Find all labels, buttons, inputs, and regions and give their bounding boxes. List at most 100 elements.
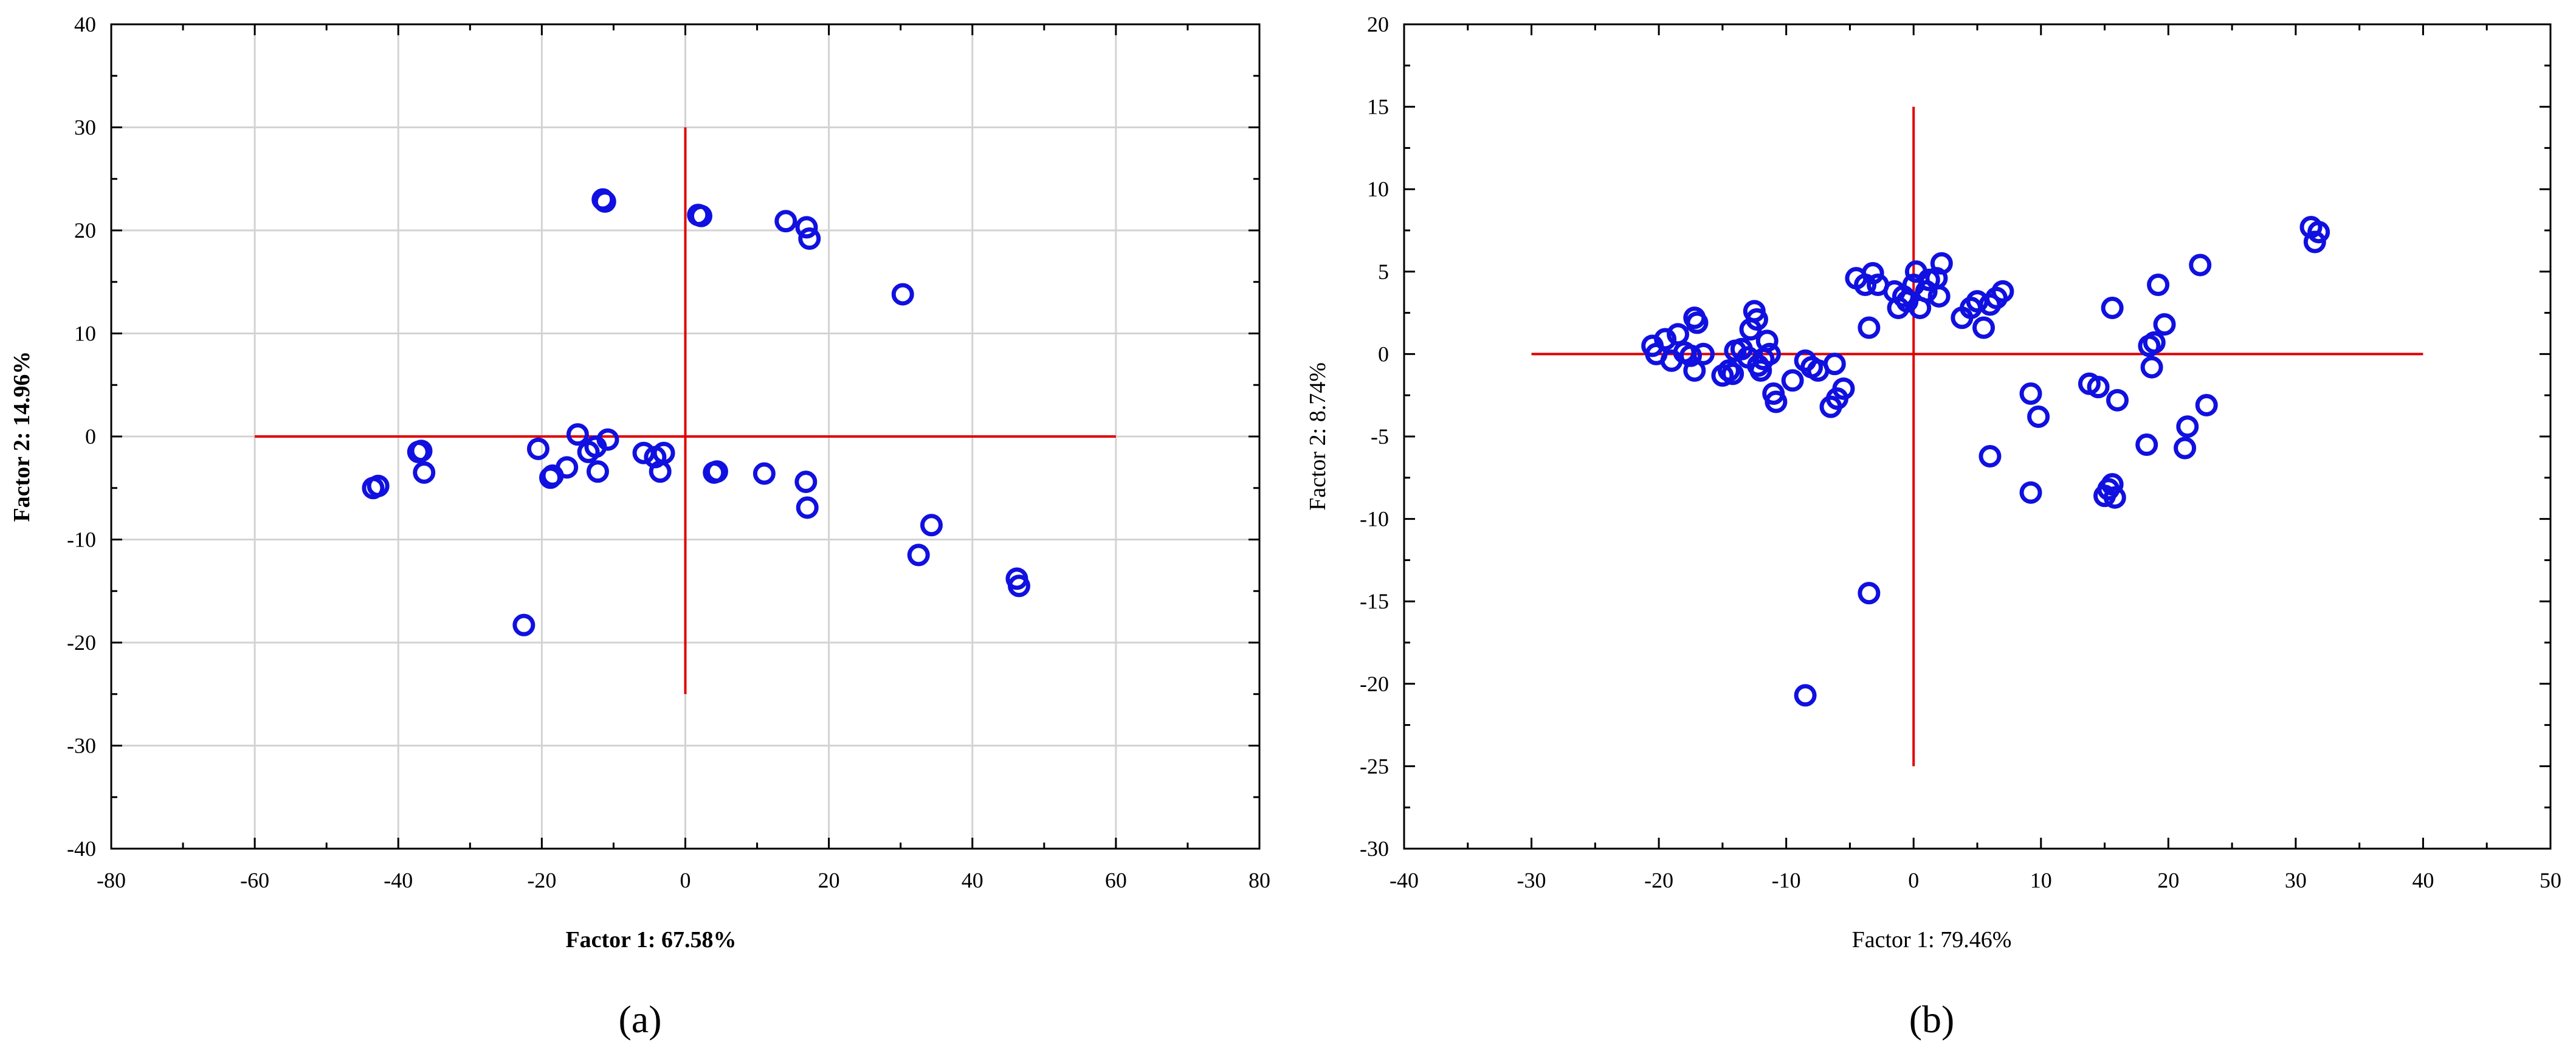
y-tick-label: -40 — [67, 837, 96, 861]
data-point — [798, 227, 821, 250]
data-point — [2195, 393, 2218, 416]
data-point — [512, 613, 536, 636]
data-point — [1758, 342, 1781, 365]
data-point — [1978, 445, 2002, 468]
y-tick-label: -10 — [1360, 507, 1389, 531]
y-tick-label: 0 — [1378, 342, 1389, 366]
data-point — [2106, 388, 2129, 412]
data-point — [689, 204, 712, 227]
chart-panel-a: -80 -60 -40 -20 0 20 40 60 80 -40 -30 -20 -10 0 10 20 30… — [9, 12, 1270, 1041]
x-tick-label: 40 — [962, 868, 983, 892]
y-tick-label: 20 — [74, 218, 96, 243]
data-point — [1927, 285, 1951, 308]
x-tick-label: 30 — [2285, 868, 2307, 892]
data-point — [2101, 473, 2124, 496]
y-tick-label: -30 — [67, 734, 96, 758]
data-point — [907, 543, 930, 567]
data-point — [1686, 311, 1709, 334]
x-tick-label: -80 — [97, 868, 126, 892]
y-tick-label: -10 — [67, 528, 96, 552]
data-point — [367, 474, 390, 497]
x-tick-label: 60 — [1105, 868, 1127, 892]
data-point — [2176, 415, 2199, 438]
x-axis-label: Factor 1: 79.46% — [1852, 927, 2012, 953]
y-tick-label: 10 — [74, 322, 96, 346]
y-tick-label: -25 — [1360, 754, 1389, 778]
plot-frame — [1403, 23, 2552, 850]
chart-panel-b: -40 -30 -20 -10 0 10 20 30 40 50-30-25-20-15-10-5… — [1305, 12, 2561, 1041]
data-point — [1930, 252, 1953, 275]
x-tick-label: 20 — [818, 868, 840, 892]
y-tick-label: -15 — [1360, 589, 1389, 613]
data-point — [752, 462, 776, 485]
data-point — [2174, 436, 2197, 460]
x-tick-label: 20 — [2157, 868, 2179, 892]
data-point — [774, 210, 797, 233]
data-point — [1755, 329, 1779, 353]
data-point — [566, 423, 589, 446]
x-tick-label: -10 — [1772, 868, 1801, 892]
x-tick-label: 40 — [2412, 868, 2434, 892]
data-point — [652, 441, 675, 464]
y-tick-label: -20 — [67, 630, 96, 655]
y-tick-label: 15 — [1367, 95, 1389, 119]
data-point — [632, 441, 655, 464]
x-tick-label: 0 — [680, 868, 691, 892]
data-point — [526, 437, 549, 460]
data-point — [2153, 313, 2176, 336]
x-tick-label: -20 — [527, 868, 556, 892]
y-axis-label: Factor 2: 14.96% — [9, 351, 35, 522]
data-point — [2189, 254, 2212, 277]
x-tick-label: -20 — [1644, 868, 1673, 892]
y-tick-label: 0 — [85, 424, 96, 449]
data-point — [1654, 328, 1677, 351]
x-tick-label: 80 — [1248, 868, 1270, 892]
data-point — [891, 283, 914, 306]
data-point — [2103, 486, 2126, 509]
y-axis-label: Factor 2: 8.74% — [1305, 362, 1331, 511]
data-point — [1991, 280, 2014, 303]
data-point — [2027, 405, 2050, 428]
y-tick-label: 40 — [74, 12, 96, 36]
data-point — [705, 460, 728, 483]
data-point — [1794, 684, 1817, 707]
x-tick-label: -40 — [384, 868, 413, 892]
y-tick-label: 5 — [1378, 260, 1389, 284]
y-tick-label: -30 — [1360, 837, 1389, 861]
x-tick-label: -60 — [240, 868, 269, 892]
x-tick-label: 10 — [2030, 868, 2052, 892]
data-point — [920, 514, 943, 537]
data-point — [1007, 574, 1030, 598]
data-point — [2307, 221, 2330, 244]
x-tick-label: -40 — [1390, 868, 1419, 892]
data-point — [795, 216, 818, 239]
x-tick-label: -30 — [1517, 868, 1546, 892]
data-point — [1692, 342, 1715, 365]
data-point — [593, 190, 616, 213]
data-point — [1861, 262, 1884, 285]
data-point — [1683, 359, 1706, 382]
data-point — [1972, 316, 1995, 339]
data-point — [1717, 359, 1740, 382]
data-point — [2140, 356, 2163, 379]
y-tick-label: -5 — [1371, 424, 1389, 449]
x-tick-label: 50 — [2540, 868, 2561, 892]
data-point — [1858, 316, 1881, 339]
data-point — [1721, 362, 1744, 385]
data-point — [1765, 390, 1788, 413]
panel-label: (a) — [618, 998, 661, 1041]
y-tick-label: 30 — [74, 116, 96, 140]
x-axis-label: Factor 1: 67.58% — [565, 927, 736, 953]
data-point — [2147, 273, 2170, 296]
data-point — [2019, 382, 2042, 405]
data-point — [596, 428, 619, 451]
panel-label: (b) — [1909, 998, 1955, 1041]
data-point — [2087, 376, 2110, 399]
data-point — [556, 456, 579, 479]
y-tick-label: 10 — [1367, 177, 1389, 201]
data-point — [2101, 296, 2124, 319]
data-point — [2135, 433, 2158, 457]
data-point — [413, 461, 436, 484]
data-point — [1749, 359, 1772, 382]
